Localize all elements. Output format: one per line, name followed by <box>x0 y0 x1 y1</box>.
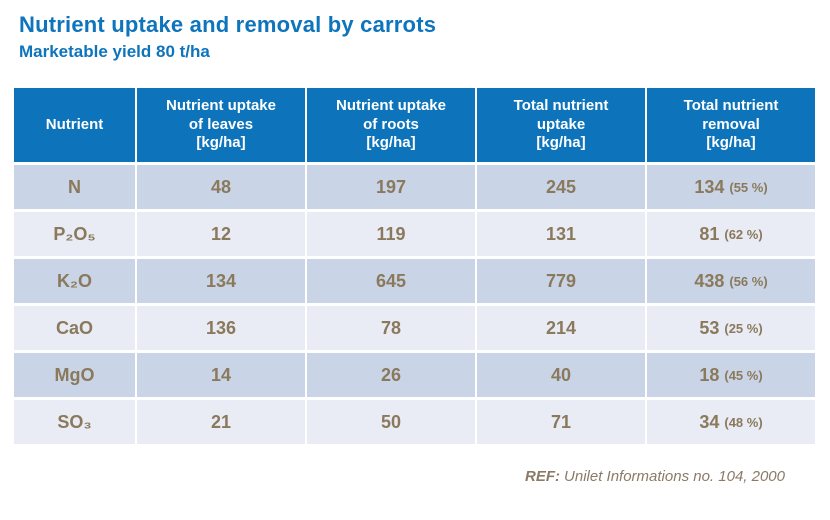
header-cell-total-uptake: Total nutrient uptake [kg/ha] <box>477 88 645 162</box>
nutrient-cell: K₂O <box>14 259 135 303</box>
total-cell: 40 <box>477 353 645 397</box>
header-cell-total-removal: Total nutrient removal [kg/ha] <box>647 88 815 162</box>
roots-cell: 197 <box>307 165 475 209</box>
removal-cell: 18 (45 %) <box>647 353 815 397</box>
nutrient-table: Nutrient Nutrient uptake of leaves [kg/h… <box>14 88 815 444</box>
header-cell-uptake-leaves: Nutrient uptake of leaves [kg/ha] <box>137 88 305 162</box>
removal-percent: (25 %) <box>724 320 763 336</box>
removal-percent: (62 %) <box>724 226 763 242</box>
removal-percent: (48 %) <box>724 414 763 430</box>
nutrient-cell: CaO <box>14 306 135 350</box>
nutrient-cell: MgO <box>14 353 135 397</box>
reference-note: REF: Unilet Informations no. 104, 2000 <box>525 468 785 485</box>
total-cell: 71 <box>477 400 645 444</box>
total-cell: 214 <box>477 306 645 350</box>
nutrient-cell: SO₃ <box>14 400 135 444</box>
page-subtitle: Marketable yield 80 t/ha <box>19 42 210 61</box>
removal-cell: 34 (48 %) <box>647 400 815 444</box>
roots-cell: 50 <box>307 400 475 444</box>
leaves-cell: 134 <box>137 259 305 303</box>
leaves-cell: 48 <box>137 165 305 209</box>
leaves-cell: 14 <box>137 353 305 397</box>
removal-value: 34 <box>699 411 720 432</box>
total-cell: 131 <box>477 212 645 256</box>
total-cell: 245 <box>477 165 645 209</box>
nutrient-cell: N <box>14 165 135 209</box>
page-title: Nutrient uptake and removal by carrots <box>19 12 437 37</box>
reference-label: REF: <box>525 468 561 485</box>
roots-cell: 119 <box>307 212 475 256</box>
removal-value: 53 <box>699 317 720 338</box>
removal-value: 438 <box>694 270 725 291</box>
leaves-cell: 21 <box>137 400 305 444</box>
leaves-cell: 136 <box>137 306 305 350</box>
removal-cell: 438 (56 %) <box>647 259 815 303</box>
leaves-cell: 12 <box>137 212 305 256</box>
roots-cell: 26 <box>307 353 475 397</box>
removal-percent: (55 %) <box>729 179 768 195</box>
removal-percent: (56 %) <box>729 273 768 289</box>
removal-value: 134 <box>694 176 725 197</box>
removal-value: 18 <box>699 364 720 385</box>
roots-cell: 645 <box>307 259 475 303</box>
removal-cell: 81 (62 %) <box>647 212 815 256</box>
removal-cell: 134 (55 %) <box>647 165 815 209</box>
total-cell: 779 <box>477 259 645 303</box>
header-cell-nutrient: Nutrient <box>14 88 135 162</box>
roots-cell: 78 <box>307 306 475 350</box>
removal-value: 81 <box>699 223 720 244</box>
reference-text: Unilet Informations no. 104, 2000 <box>564 468 785 485</box>
header-cell-uptake-roots: Nutrient uptake of roots [kg/ha] <box>307 88 475 162</box>
removal-percent: (45 %) <box>724 367 763 383</box>
removal-cell: 53 (25 %) <box>647 306 815 350</box>
nutrient-cell: P₂O₅ <box>14 212 135 256</box>
